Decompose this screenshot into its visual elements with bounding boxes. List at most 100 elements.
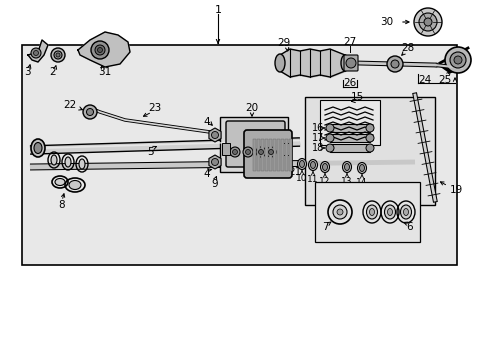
Ellipse shape [56,53,60,57]
Ellipse shape [365,144,373,152]
Circle shape [256,147,265,157]
Ellipse shape [54,51,62,59]
Text: 11: 11 [306,175,318,184]
Ellipse shape [322,163,327,171]
Text: 25: 25 [437,75,451,85]
Circle shape [390,60,398,68]
Circle shape [336,209,342,215]
Bar [220,117,287,172]
Circle shape [86,108,93,116]
Bar [222,143,229,155]
Circle shape [243,147,252,157]
Text: 19: 19 [449,185,462,195]
Circle shape [83,105,97,119]
Text: 14: 14 [356,177,367,186]
Circle shape [95,45,105,55]
Bar [264,139,267,171]
Circle shape [423,18,431,26]
Circle shape [332,205,346,219]
Text: 27: 27 [343,37,356,47]
Circle shape [418,13,436,31]
Text: 5: 5 [146,147,153,157]
Text: 17: 17 [311,133,324,143]
Bar [329,134,369,142]
Circle shape [31,48,41,58]
Ellipse shape [31,139,45,157]
Bar [281,143,288,155]
Ellipse shape [369,208,374,216]
Ellipse shape [299,161,304,167]
Ellipse shape [274,54,285,72]
Text: 4: 4 [203,169,210,179]
Ellipse shape [342,162,351,172]
Circle shape [229,147,240,157]
Text: 24: 24 [418,75,431,85]
Text: 7: 7 [321,222,327,232]
Ellipse shape [51,48,65,62]
Text: 29: 29 [277,38,290,48]
Text: 1: 1 [214,5,221,15]
Ellipse shape [357,162,366,174]
Text: 20: 20 [245,103,258,113]
Text: 4: 4 [203,117,210,127]
Circle shape [211,131,218,139]
Ellipse shape [34,143,42,153]
Bar [281,139,284,171]
Circle shape [97,48,102,53]
Circle shape [232,149,237,154]
Circle shape [268,149,273,154]
Bar [252,139,256,171]
Ellipse shape [325,134,333,142]
FancyBboxPatch shape [343,55,357,71]
Bar [305,97,434,205]
Text: 22: 22 [63,100,77,110]
Circle shape [413,8,441,36]
Ellipse shape [400,205,411,219]
Ellipse shape [320,162,329,172]
Circle shape [258,149,263,154]
Bar [329,144,369,152]
Ellipse shape [325,124,333,132]
Ellipse shape [297,158,306,170]
Circle shape [245,149,250,154]
Circle shape [211,158,218,166]
Bar [285,139,287,171]
Text: 26: 26 [343,78,356,88]
Ellipse shape [51,155,57,165]
Text: 10: 10 [296,174,307,183]
Bar [276,139,280,171]
Bar [319,100,379,145]
Ellipse shape [69,180,81,189]
Text: 18: 18 [311,143,324,153]
Text: 9: 9 [211,179,218,189]
Polygon shape [78,32,130,67]
Bar [329,124,369,132]
Bar [261,139,264,171]
Circle shape [386,56,402,72]
FancyBboxPatch shape [225,121,285,167]
Circle shape [449,52,465,68]
Circle shape [444,47,470,73]
Ellipse shape [344,163,349,171]
Text: 12: 12 [319,176,330,185]
Text: 31: 31 [98,67,111,77]
Text: 16: 16 [311,123,324,133]
Ellipse shape [384,205,395,219]
Text: 23: 23 [148,103,162,113]
Circle shape [91,41,109,59]
Ellipse shape [403,208,407,216]
Text: 6: 6 [406,222,412,232]
Bar [288,139,291,171]
Circle shape [265,147,275,157]
Ellipse shape [365,124,373,132]
Ellipse shape [308,159,317,171]
Bar [268,139,271,171]
Ellipse shape [386,208,392,216]
Bar [314,182,419,242]
Ellipse shape [365,134,373,142]
Text: 21: 21 [288,167,301,177]
Bar [257,139,260,171]
Ellipse shape [325,144,333,152]
Ellipse shape [340,55,348,71]
Ellipse shape [65,157,71,167]
